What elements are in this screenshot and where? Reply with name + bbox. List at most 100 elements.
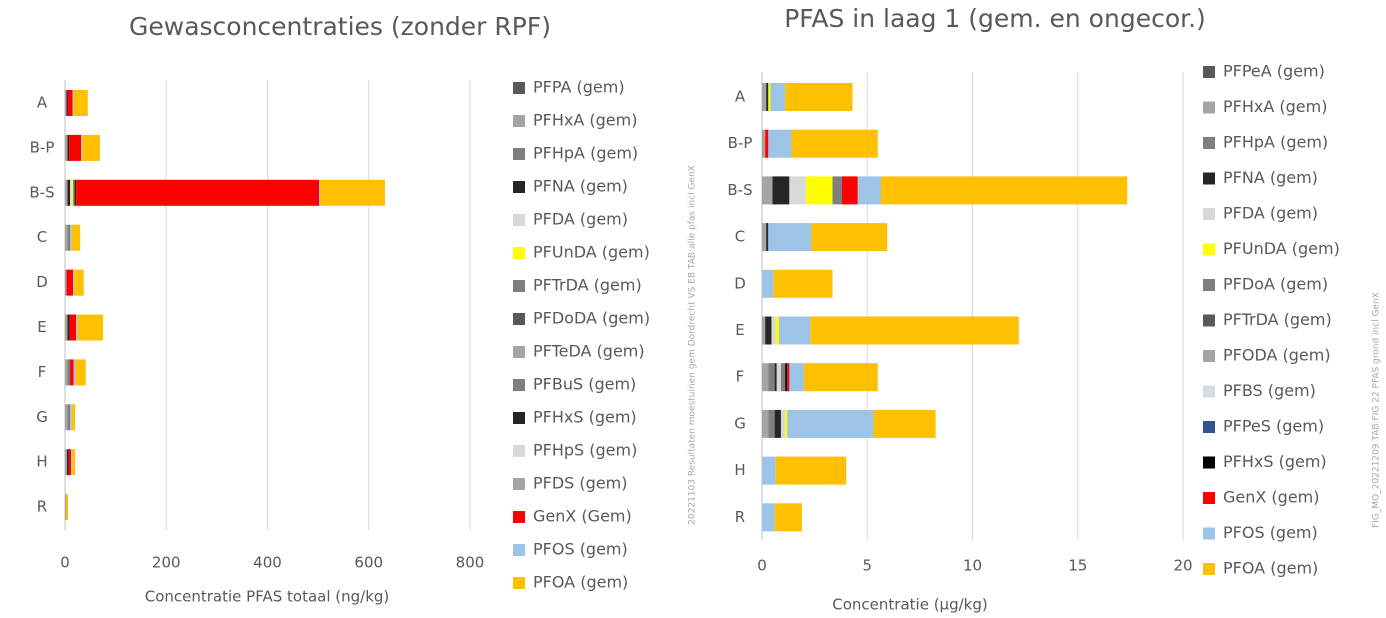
bar-segment [804, 363, 878, 392]
legend-swatch [1203, 421, 1215, 433]
bar-segment [67, 404, 71, 431]
legend-swatch [513, 412, 525, 424]
legend-label: PFUnDA (gem) [533, 243, 650, 262]
legend-swatch [513, 544, 525, 556]
bar-segment [857, 176, 881, 205]
legend-swatch [1203, 137, 1215, 149]
bar-segment [775, 316, 779, 345]
legend-swatch [1203, 314, 1215, 327]
legend-swatch [513, 115, 525, 127]
bar-segment [76, 179, 320, 206]
legend-swatch [513, 577, 525, 589]
bar-segment [67, 224, 71, 251]
y-tick-label: D [734, 274, 746, 292]
bar-segment [65, 224, 68, 251]
bar-segment [65, 134, 68, 161]
bar-segment [66, 269, 74, 296]
x-axis-title: Concentratie (µg/kg) [832, 596, 987, 614]
bar-segment [320, 179, 385, 206]
y-tick-label: B-P [30, 138, 55, 156]
bar-segment [762, 409, 769, 438]
y-tick-label: R [735, 508, 745, 526]
bar-segment [65, 359, 68, 386]
bar-segment [69, 314, 77, 341]
bar-segment [72, 90, 74, 116]
legend-swatch [1203, 172, 1215, 185]
legend-label: PFHpA (gem) [1223, 133, 1328, 152]
legend-label: PFDoA (gem) [1223, 275, 1328, 294]
y-tick-label: G [36, 408, 48, 426]
y-tick-label: B-P [728, 134, 753, 152]
bar-segment [66, 494, 69, 521]
y-tick-label: A [735, 88, 746, 106]
bar-segment [785, 363, 788, 392]
bar-segment [75, 359, 86, 386]
legend-swatch [513, 214, 525, 226]
legend-label: PFBuS (gem) [533, 375, 636, 394]
x-tick-label: 10 [963, 557, 982, 575]
bar-segment [774, 503, 802, 532]
y-tick-label: R [37, 498, 47, 516]
legend-label: PFUnDA (gem) [1223, 239, 1340, 258]
bar-segment [65, 90, 67, 116]
bar-segment [73, 359, 76, 386]
x-tick-label: 600 [354, 554, 383, 572]
bar-segment [775, 456, 847, 485]
bar-segment [65, 314, 68, 341]
legend-label: PFBS (gem) [1223, 381, 1316, 400]
bar-segment [806, 176, 833, 205]
legend-swatch [1203, 456, 1215, 469]
bar-segment [65, 449, 68, 476]
bar-segment [841, 176, 858, 205]
bar-segment [765, 129, 769, 158]
bar-segment [791, 129, 878, 158]
bar-segment [785, 409, 788, 438]
bar-segment [762, 363, 769, 392]
bar-segment [65, 179, 68, 206]
bar-segment [762, 316, 766, 345]
bar-segment [774, 409, 781, 438]
bar-segment [72, 449, 76, 476]
bar-segment [768, 223, 812, 252]
bar-segment [319, 179, 321, 206]
bar-segment [73, 269, 75, 296]
legend-label: PFODA (gem) [1223, 346, 1331, 365]
legend-swatch [513, 445, 525, 457]
legend-label: PFOA (gem) [533, 573, 628, 592]
bar-segment [74, 179, 77, 206]
bar-segment [67, 449, 69, 476]
bar-segment [70, 359, 74, 386]
y-tick-label: F [38, 363, 47, 381]
legend-label: PFPeA (gem) [1223, 62, 1325, 81]
legend-swatch [1203, 243, 1215, 256]
bar-segment [778, 316, 811, 345]
bar-segment [69, 134, 82, 161]
bar-segment [773, 269, 833, 298]
bar-segment [762, 269, 774, 298]
legend-swatch [1203, 279, 1215, 291]
bar-segment [73, 90, 88, 116]
legend-label: PFHpS (gem) [533, 441, 637, 460]
bar-segment [65, 494, 67, 521]
legend-label: PFHxA (gem) [1223, 97, 1327, 116]
legend-label: PFOS (gem) [533, 540, 628, 559]
legend-label: PFHxA (gem) [533, 111, 637, 130]
bar-segment [762, 176, 773, 205]
bar-segment [762, 503, 775, 532]
legend-swatch [513, 280, 525, 292]
bar-segment [71, 224, 81, 251]
y-tick-label: F [736, 368, 745, 386]
bar-segment [77, 314, 103, 341]
bar-segment [768, 363, 775, 392]
x-tick-label: 400 [253, 554, 282, 572]
bar-segment [70, 404, 72, 431]
legend-swatch [513, 379, 525, 391]
y-tick-label: A [37, 94, 48, 112]
bar-segment [71, 179, 74, 206]
bar-segment [762, 223, 767, 252]
bar-segment [766, 83, 769, 111]
bar-segment [770, 83, 786, 111]
legend-swatch [513, 511, 525, 523]
